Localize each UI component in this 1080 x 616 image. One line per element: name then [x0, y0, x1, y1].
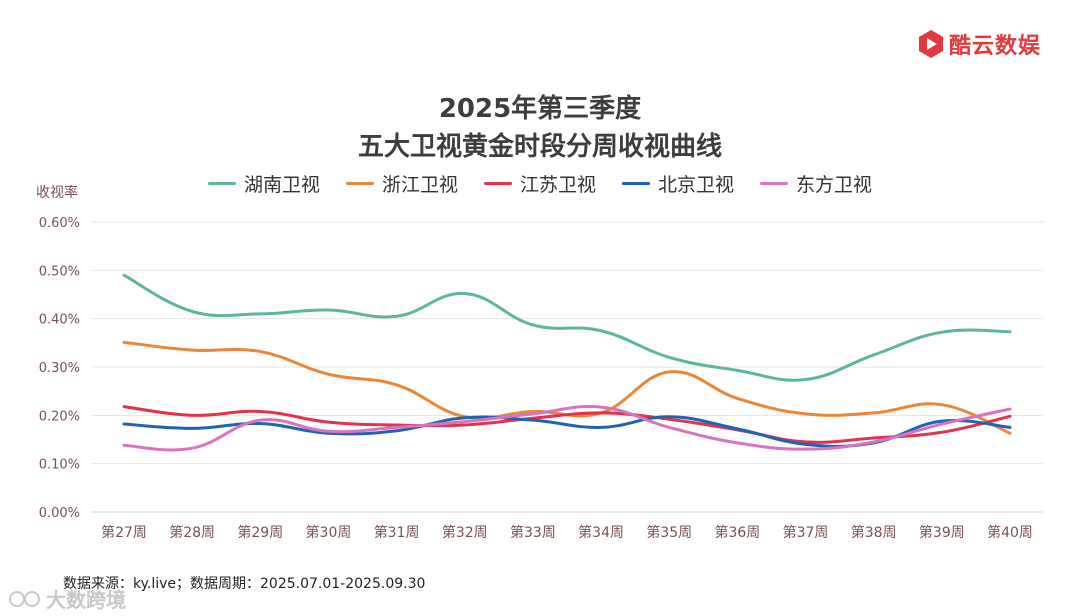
chart-legend: 湖南卫视 浙江卫视 江苏卫视 北京卫视 东方卫视 — [0, 170, 1080, 197]
legend-swatch — [622, 182, 650, 185]
legend-swatch — [483, 182, 512, 185]
x-tick-label: 第39周 — [919, 524, 965, 541]
x-tick-label: 第38周 — [851, 524, 897, 541]
x-tick-label: 第28周 — [169, 524, 215, 541]
legend-swatch — [760, 182, 789, 185]
y-tick-label: 0.30% — [39, 361, 80, 376]
watermark: 大数跨境 — [8, 584, 126, 613]
legend-label: 湖南卫视 — [243, 174, 320, 196]
legend-item: 湖南卫视 — [207, 170, 320, 197]
legend-label: 江苏卫视 — [519, 174, 596, 196]
legend-swatch — [345, 182, 374, 185]
legend-label: 东方卫视 — [796, 174, 873, 196]
x-tick-label: 第35周 — [646, 524, 692, 541]
y-tick-label: 0.00% — [39, 506, 80, 521]
legend-label: 浙江卫视 — [381, 174, 458, 196]
x-tick-label: 第32周 — [442, 524, 488, 541]
y-tick-label: 0.50% — [39, 264, 80, 279]
legend-swatch — [207, 182, 236, 185]
x-tick-label: 第30周 — [306, 524, 352, 541]
y-tick-label: 0.20% — [39, 409, 80, 424]
series-line-2 — [122, 340, 1012, 435]
brand-logo-icon — [919, 30, 943, 58]
watermark-logo-icon — [9, 590, 40, 607]
legend-item: 东方卫视 — [760, 170, 872, 197]
legend-item: 北京卫视 — [622, 170, 734, 197]
chart-title: 2025年第三季度 — [438, 94, 642, 124]
legend-item: 江苏卫视 — [483, 170, 596, 197]
y-tick-label: 0.40% — [39, 313, 80, 328]
legend-item: 浙江卫视 — [345, 170, 458, 197]
x-tick-label: 第33周 — [510, 524, 556, 541]
chart-subtitle: 五大卫视黄金时段分周收视曲线 — [357, 132, 722, 162]
x-tick-label: 第27周 — [101, 524, 147, 541]
x-tick-label: 第31周 — [374, 524, 420, 541]
data-source-note: 数据来源：ky.live；数据周期：2025.07.01-2025.09.30 — [63, 576, 426, 592]
series-line-5 — [122, 405, 1012, 452]
brand-logo: 酷云数娱 — [918, 28, 1041, 60]
legend-label: 北京卫视 — [658, 174, 735, 196]
series-line-1 — [122, 273, 1012, 382]
brand-name: 酷云数娱 — [949, 34, 1042, 59]
x-tick-label: 第40周 — [987, 524, 1033, 541]
x-tick-label: 第36周 — [714, 524, 760, 541]
y-tick-label: 0.60% — [39, 216, 80, 231]
watermark-text: 大数跨境 — [46, 588, 126, 612]
x-tick-label: 第34周 — [578, 524, 624, 541]
x-tick-label: 第29周 — [237, 524, 283, 541]
y-tick-label: 0.10% — [39, 458, 80, 473]
series-line-3 — [122, 405, 1012, 444]
y-axis-label: 收视率 — [36, 184, 78, 201]
x-tick-label: 第37周 — [783, 524, 829, 541]
